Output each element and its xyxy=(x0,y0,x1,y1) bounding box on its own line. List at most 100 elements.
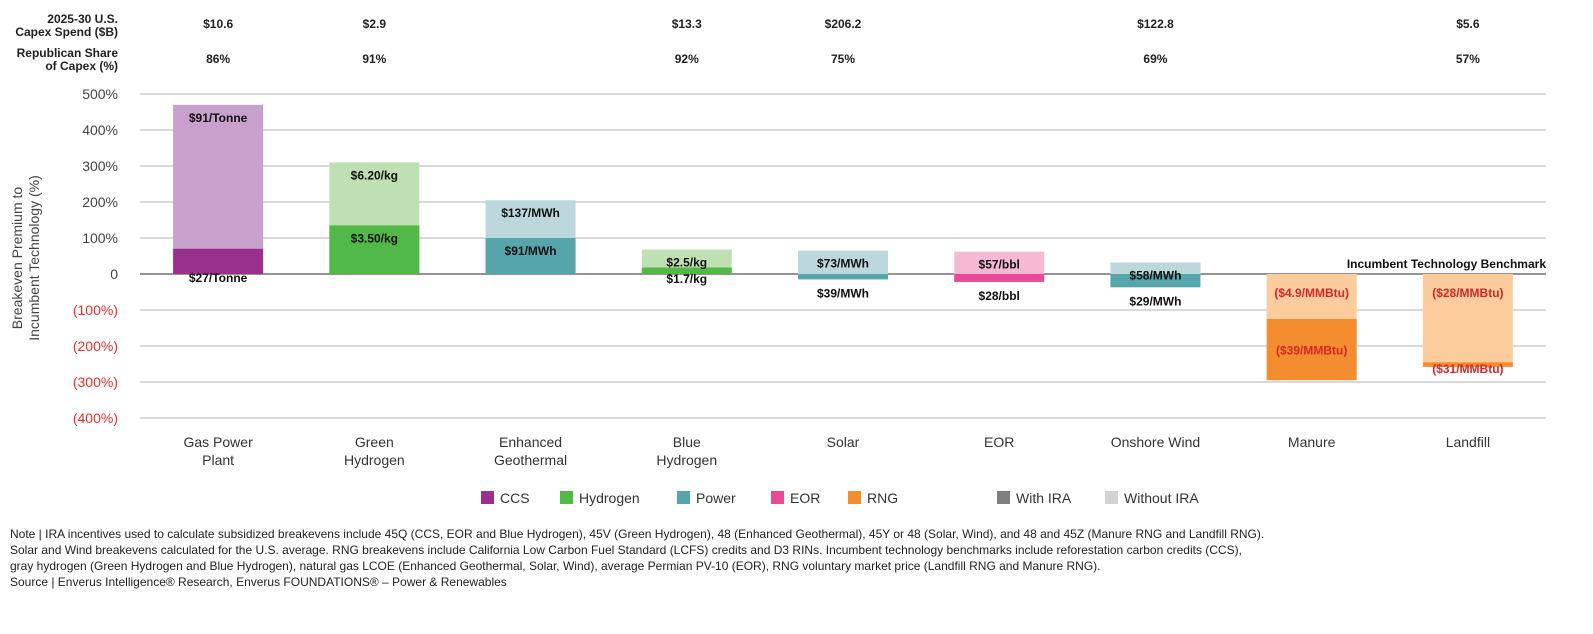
value-label-with-ira: $91/MWh xyxy=(505,244,557,258)
share-value: 69% xyxy=(1143,52,1167,66)
x-category-label: Hydrogen xyxy=(656,452,717,468)
share-row-label-line2: of Capex (%) xyxy=(45,59,118,73)
legend-swatch xyxy=(771,491,784,504)
bar-without-ira xyxy=(1266,274,1357,319)
value-label-with-ira: $1.7/kg xyxy=(666,272,707,286)
y-tick-label: 200% xyxy=(82,194,118,210)
share-value: 86% xyxy=(206,52,230,66)
value-label-with-ira: ($31/MMBtu) xyxy=(1432,362,1503,376)
bar-with-ira xyxy=(1110,274,1201,288)
value-label-without-ira: $137/MWh xyxy=(501,206,560,220)
chart-header-rows: 2025-30 U.S. Capex Spend ($B) Republican… xyxy=(15,12,1480,73)
bar-with-ira xyxy=(1266,319,1357,381)
x-category-label: Geothermal xyxy=(494,452,567,468)
y-tick-label: (400%) xyxy=(73,410,118,426)
y-axis: 500% 400% 300% 200% 100% 0 (100%) (200%) (300%) (… xyxy=(9,86,118,426)
chart-area: 2025-30 U.S. Capex Spend ($B) Republican… xyxy=(9,12,1546,506)
bar-with-ira xyxy=(798,274,888,280)
legend: CCS Hydrogen Power EOR RNG With IRA Without IR… xyxy=(481,490,1199,506)
value-label-without-ira: ($28/MMBtu) xyxy=(1432,286,1503,300)
share-value: 92% xyxy=(675,52,699,66)
bar-with-ira xyxy=(329,225,420,274)
x-category-label: Gas Power xyxy=(183,434,253,450)
value-label-without-ira: $57/bbl xyxy=(979,258,1020,272)
x-category-label: EOR xyxy=(984,434,1014,450)
y-tick-label: (200%) xyxy=(73,338,118,354)
legend-swatch xyxy=(997,491,1010,504)
y-tick-label: 300% xyxy=(82,158,118,174)
value-label-without-ira: $91/Tonne xyxy=(189,111,248,125)
value-label-with-ira: $29/MWh xyxy=(1129,294,1181,308)
legend-swatch xyxy=(560,491,573,504)
legend-label: EOR xyxy=(790,490,820,506)
capex-row-label-line1: 2025-30 U.S. xyxy=(47,12,118,26)
y-tick-label: 0 xyxy=(110,266,118,282)
capex-value: $206.2 xyxy=(825,17,862,31)
bar-without-ira xyxy=(798,250,888,274)
y-tick-label: 500% xyxy=(82,86,118,102)
x-category-label: Plant xyxy=(202,452,234,468)
y-tick-label: (300%) xyxy=(73,374,118,390)
value-label-with-ira: ($39/MMBtu) xyxy=(1276,344,1347,358)
value-label-with-ira: $39/MWh xyxy=(817,286,869,300)
capex-value: $5.6 xyxy=(1456,17,1480,31)
note-line: Solar and Wind breakevens calculated for… xyxy=(10,543,1242,557)
bar-without-ira xyxy=(1422,274,1513,363)
y-tick-label: (100%) xyxy=(73,302,118,318)
value-label-without-ira: $73/MWh xyxy=(817,257,869,271)
x-axis: Incumbent Technology Benchmark Gas Power P… xyxy=(183,257,1546,468)
share-value: 75% xyxy=(831,52,855,66)
x-category-label: Solar xyxy=(827,434,860,450)
y-axis-title: Breakeven Premium to xyxy=(9,187,25,330)
value-label-with-ira: $27/Tonne xyxy=(189,271,248,285)
legend-swatch xyxy=(677,491,690,504)
y-tick-label: 400% xyxy=(82,122,118,138)
x-category-label: Onshore Wind xyxy=(1111,434,1200,450)
value-label-with-ira: $28/bbl xyxy=(979,289,1020,303)
share-value: 91% xyxy=(362,52,386,66)
legend-swatch xyxy=(848,491,861,504)
bar-without-ira xyxy=(954,251,1045,274)
y-axis-title: Incumbent Technology (%) xyxy=(26,175,42,341)
x-category-label: Hydrogen xyxy=(344,452,405,468)
benchmark-label: Incumbent Technology Benchmark xyxy=(1347,257,1546,271)
capex-value: $13.3 xyxy=(672,17,702,31)
value-label-without-ira: $58/MWh xyxy=(1129,268,1181,282)
x-category-label: Green xyxy=(355,434,394,450)
value-label-without-ira: $6.20/kg xyxy=(351,168,398,182)
value-label-without-ira: ($4.9/MMBtu) xyxy=(1274,286,1349,300)
capex-row-label-line2: Capex Spend ($B) xyxy=(15,25,118,39)
legend-label: RNG xyxy=(867,490,898,506)
legend-swatch xyxy=(481,491,494,504)
bar-with-ira xyxy=(954,274,1045,282)
x-category-label: Enhanced xyxy=(499,434,562,450)
legend-label: With IRA xyxy=(1016,490,1072,506)
bar-with-ira xyxy=(485,238,576,274)
note-line: gray hydrogen (Green Hydrogen and Blue H… xyxy=(10,559,1101,573)
value-label-without-ira: $2.5/kg xyxy=(666,256,707,270)
bars: $91/Tonne $27/Tonne $6.20/kg $3.50/kg $137/M… xyxy=(173,104,1513,381)
legend-label: Without IRA xyxy=(1124,490,1199,506)
legend-label: CCS xyxy=(500,490,530,506)
legend-label: Power xyxy=(696,490,736,506)
value-label-with-ira: $3.50/kg xyxy=(351,231,398,245)
x-category-label: Landfill xyxy=(1446,434,1490,450)
share-row-label-line1: Republican Share xyxy=(17,46,119,60)
legend-swatch xyxy=(1105,491,1118,504)
note-line: Note | IRA incentives used to calculate … xyxy=(10,527,1265,541)
bar-with-ira xyxy=(641,267,732,274)
bar-with-ira xyxy=(1422,362,1513,367)
note-line: Source | Enverus Intelligence® Research,… xyxy=(10,575,507,589)
share-value: 57% xyxy=(1456,52,1480,66)
bar-with-ira xyxy=(173,248,264,274)
legend-label: Hydrogen xyxy=(579,490,640,506)
capex-value: $10.6 xyxy=(203,17,233,31)
bar-without-ira xyxy=(1110,262,1201,274)
capex-value: $122.8 xyxy=(1137,17,1174,31)
capex-value: $2.9 xyxy=(363,17,387,31)
chart-notes: Note | IRA incentives used to calculate … xyxy=(10,526,1580,590)
bar-without-ira xyxy=(173,104,264,274)
y-tick-label: 100% xyxy=(82,230,118,246)
x-category-label: Blue xyxy=(673,434,701,450)
x-category-label: Manure xyxy=(1288,434,1336,450)
